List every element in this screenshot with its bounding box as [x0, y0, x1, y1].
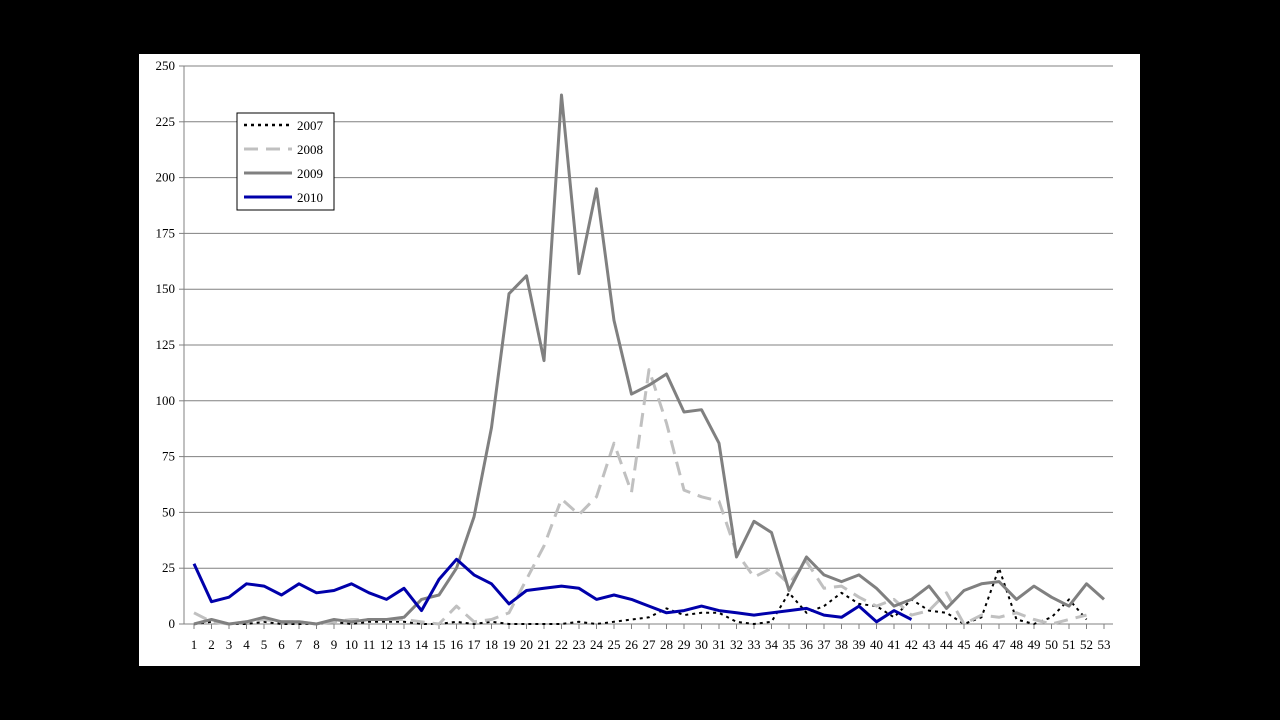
x-tick-label: 29 — [678, 637, 691, 652]
x-tick-label: 15 — [433, 637, 446, 652]
x-tick-label: 17 — [468, 637, 482, 652]
y-tick-label: 200 — [156, 170, 176, 185]
x-tick-label: 38 — [835, 637, 848, 652]
x-tick-label: 50 — [1045, 637, 1058, 652]
x-tick-label: 49 — [1028, 637, 1041, 652]
series-line-2009 — [193, 93, 1105, 626]
series-line-2010 — [192, 557, 913, 624]
x-tick-label: 5 — [261, 637, 268, 652]
x-tick-label: 33 — [748, 637, 761, 652]
x-tick-label: 19 — [503, 637, 516, 652]
x-tick-label: 27 — [643, 637, 657, 652]
x-tick-label: 31 — [713, 637, 726, 652]
x-tick-label: 7 — [296, 637, 303, 652]
x-tick-label: 51 — [1063, 637, 1076, 652]
x-tick-label: 40 — [870, 637, 883, 652]
series-line-2007 — [193, 567, 1088, 625]
series-line-2008 — [193, 368, 1087, 626]
x-tick-label: 12 — [380, 637, 393, 652]
axes — [179, 65, 1113, 629]
x-tick-label: 35 — [783, 637, 796, 652]
y-tick-label: 250 — [156, 58, 176, 73]
x-tick-label: 28 — [660, 637, 673, 652]
x-tick-label: 34 — [765, 637, 779, 652]
x-tick-label: 22 — [555, 637, 568, 652]
legend-box — [236, 112, 335, 211]
y-tick-label: 25 — [162, 560, 175, 575]
x-tick-label: 14 — [415, 637, 429, 652]
x-tick-label: 8 — [313, 637, 320, 652]
x-tick-label: 2 — [208, 637, 215, 652]
x-tick-labels: 1 2 3 4 5 6 7 8 9 10 11 12 13 14 15 16 17 18 19 20 21 22 23 24 2… — [191, 637, 1111, 652]
legend-label-2009: 2009 — [297, 166, 323, 181]
x-tick-label: 25 — [608, 637, 621, 652]
x-tick-label: 46 — [975, 637, 989, 652]
legend: 2007 2008 2009 2010 — [236, 112, 335, 211]
y-tick-label: 125 — [156, 337, 176, 352]
x-tick-label: 6 — [278, 637, 285, 652]
x-tick-label: 23 — [573, 637, 586, 652]
x-tick-label: 11 — [363, 637, 376, 652]
x-tick-label: 3 — [226, 637, 233, 652]
x-tick-label: 26 — [625, 637, 639, 652]
y-tick-label: 175 — [156, 225, 176, 240]
x-tick-label: 44 — [940, 637, 954, 652]
x-tick-label: 52 — [1080, 637, 1093, 652]
x-tick-label: 21 — [538, 637, 551, 652]
gridlines — [184, 65, 1113, 569]
y-tick-label: 150 — [156, 281, 176, 296]
x-tick-label: 13 — [398, 637, 411, 652]
x-tick-label: 1 — [191, 637, 198, 652]
x-tick-label: 36 — [800, 637, 814, 652]
legend-label-2007: 2007 — [297, 118, 324, 133]
x-tick-label: 4 — [243, 637, 250, 652]
x-tick-label: 53 — [1098, 637, 1111, 652]
x-tick-label: 42 — [905, 637, 918, 652]
y-tick-label: 100 — [156, 393, 176, 408]
x-tick-label: 32 — [730, 637, 743, 652]
x-tick-label: 24 — [590, 637, 604, 652]
y-tick-label: 75 — [162, 449, 175, 464]
chart-panel: 0 25 50 75 100 125 150 175 200 225 250 1 2 3 4 5 6 7 8 9 10… — [139, 54, 1140, 666]
x-tick-label: 39 — [853, 637, 866, 652]
legend-label-2008: 2008 — [297, 142, 323, 157]
x-tick-label: 43 — [923, 637, 936, 652]
x-tick-label: 9 — [331, 637, 338, 652]
x-tick-label: 10 — [345, 637, 358, 652]
series-lines — [192, 93, 1105, 626]
x-tick-label: 20 — [520, 637, 533, 652]
x-tick-label: 16 — [450, 637, 464, 652]
legend-label-2010: 2010 — [297, 190, 323, 205]
x-tick-label: 48 — [1010, 637, 1023, 652]
y-tick-labels: 0 25 50 75 100 125 150 175 200 225 250 — [156, 58, 176, 631]
y-tick-label: 50 — [162, 504, 175, 519]
x-tick-label: 37 — [818, 637, 832, 652]
y-tick-label: 225 — [156, 114, 176, 129]
x-tick-label: 18 — [485, 637, 498, 652]
x-tick-label: 41 — [888, 637, 901, 652]
x-tick-label: 45 — [958, 637, 971, 652]
x-tick-label: 47 — [993, 637, 1007, 652]
x-tick-label: 30 — [695, 637, 708, 652]
y-tick-label: 0 — [169, 616, 176, 631]
